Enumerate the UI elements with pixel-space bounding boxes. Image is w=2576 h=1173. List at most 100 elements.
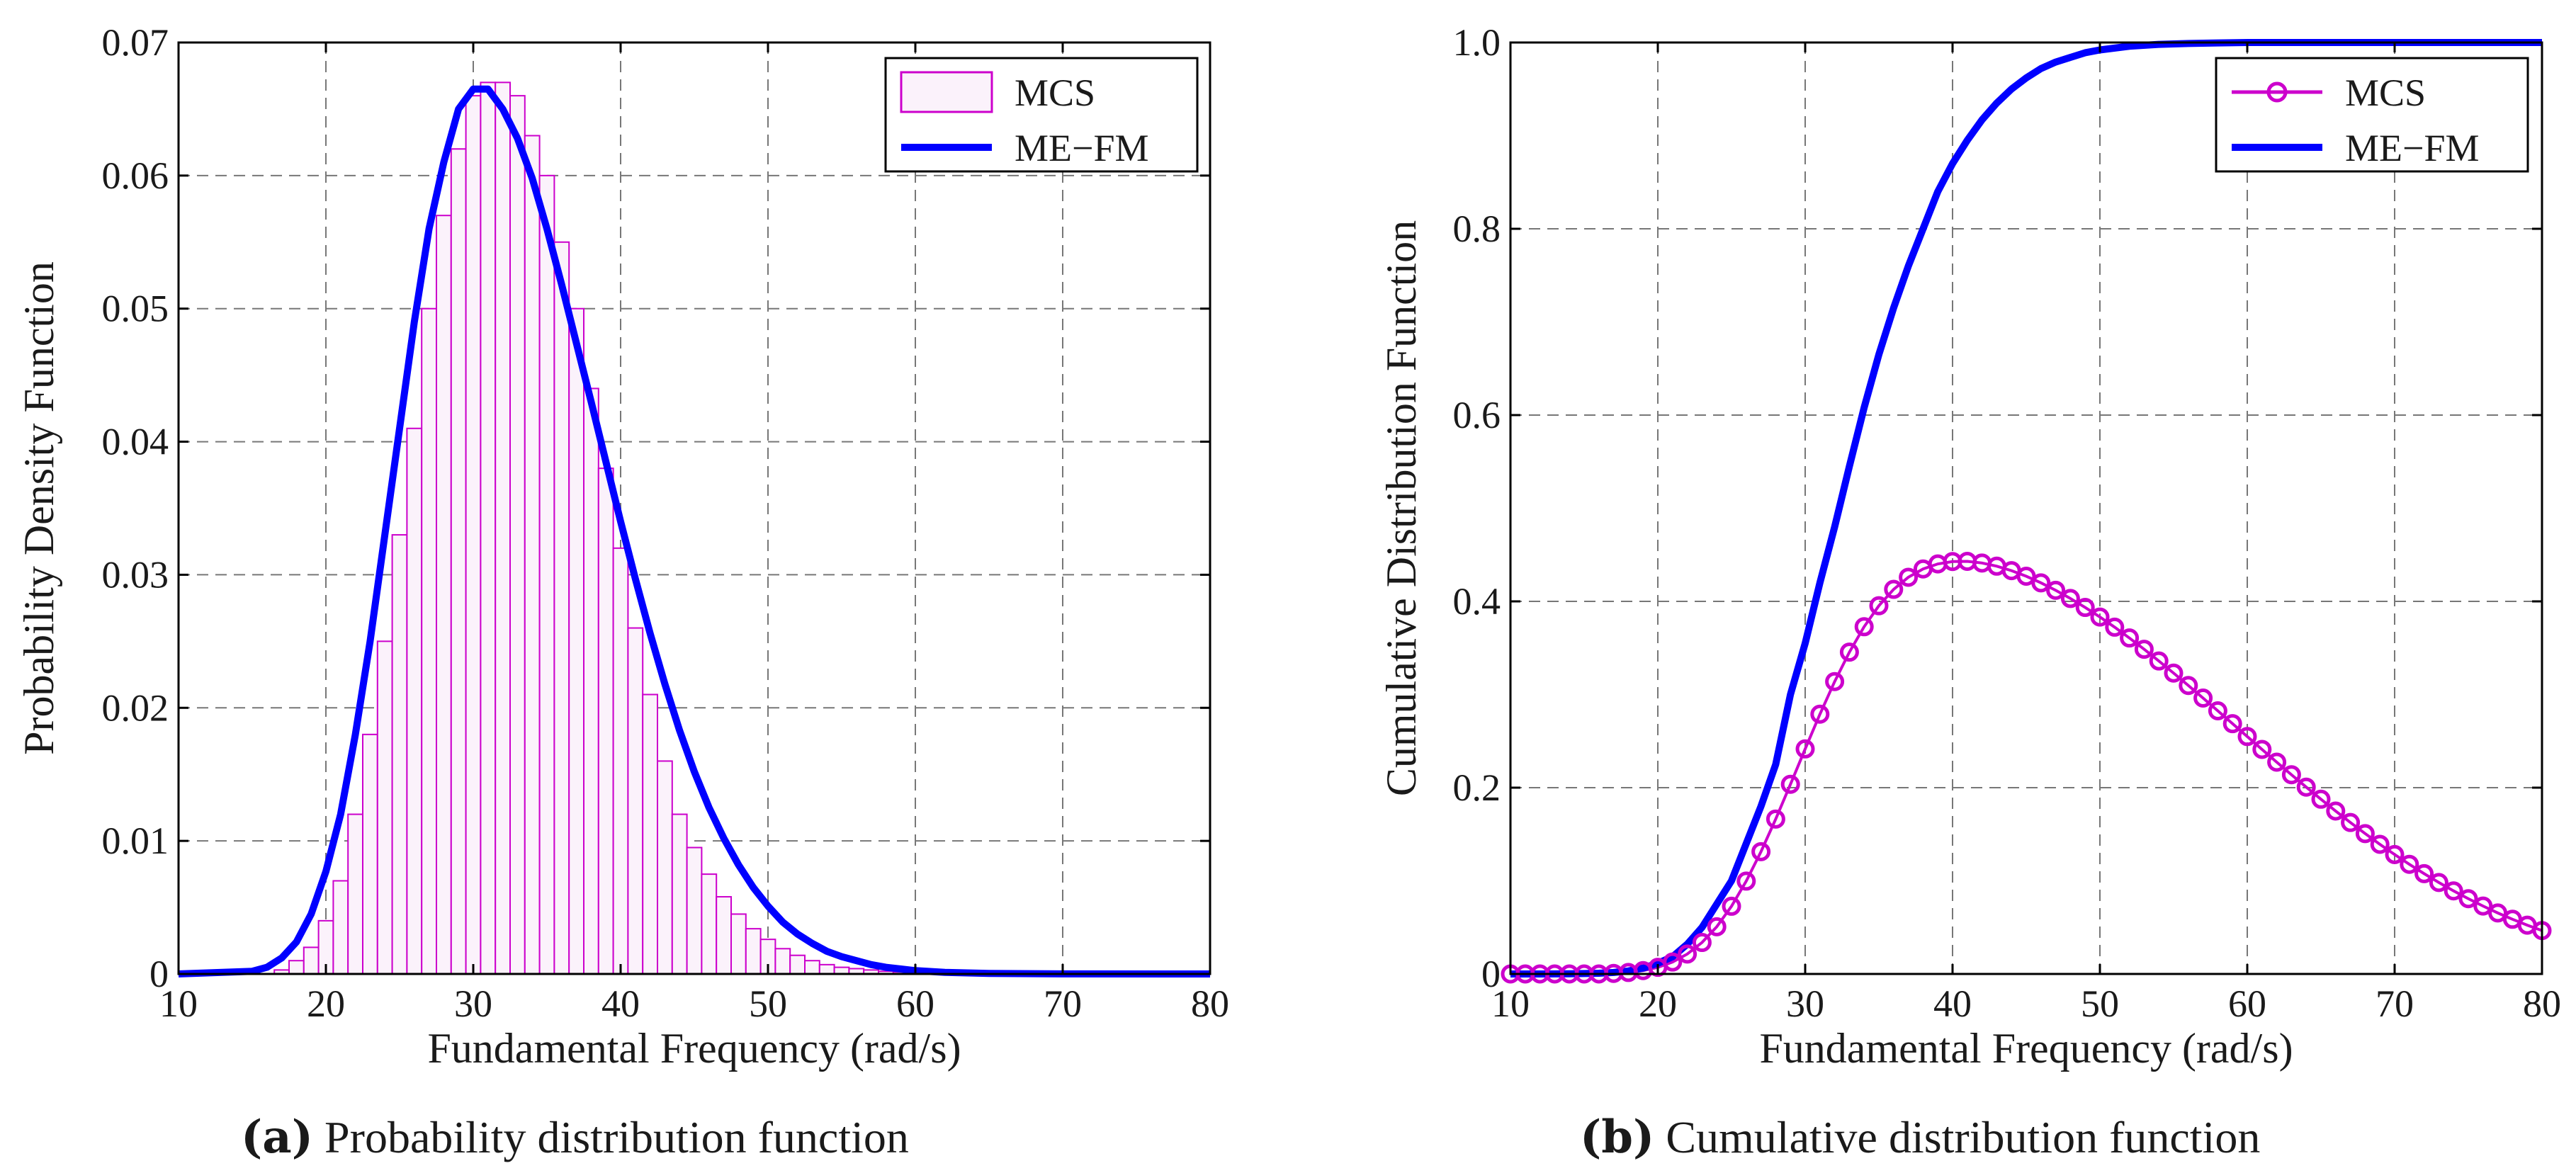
caption-a-text: Probability distribution function	[324, 1112, 909, 1162]
data-point	[2355, 824, 2375, 844]
histogram-bar	[818, 963, 835, 975]
histogram-bar	[627, 627, 644, 975]
data-point	[2193, 688, 2213, 708]
y-tick-label: 0.05	[102, 288, 169, 330]
data-point	[2473, 896, 2493, 916]
legend-box	[2215, 57, 2529, 173]
caption-a: (a) Probability distribution function	[241, 1111, 909, 1164]
histogram-bar	[303, 946, 320, 975]
legend-swatch-0	[900, 71, 993, 113]
histogram-bar	[789, 954, 806, 975]
data-point	[1839, 642, 1859, 662]
x-tick-label: 80	[1191, 982, 1229, 1025]
data-point	[2120, 628, 2140, 648]
histogram-bar	[524, 135, 541, 975]
histogram-bar	[745, 928, 762, 975]
x-tick-label: 10	[1491, 982, 1530, 1025]
x-tick-label: 70	[2376, 982, 2414, 1025]
data-point	[2311, 789, 2331, 809]
histogram-bar	[671, 813, 688, 975]
data-point	[1736, 871, 1756, 891]
x-tick-label: 30	[1786, 982, 1824, 1025]
y-tick-label: 0.07	[102, 21, 169, 64]
y-axis-label: Cumulative Distribution Function	[1378, 220, 1425, 796]
series-line-1	[1510, 39, 2542, 978]
data-point	[1884, 579, 1904, 599]
histogram-bar	[804, 960, 820, 975]
histogram-bar	[642, 693, 659, 975]
panel-cdf: 10 20 30 40 50 60 70 80 0 0.2 0.4 0.6 0.8 1.0 Fundamen…	[1288, 0, 2576, 1173]
x-tick-label: 40	[1933, 982, 1972, 1025]
caption-a-tag: (a)	[241, 1111, 314, 1164]
y-tick-label: 0.03	[102, 553, 169, 596]
histogram-bar	[406, 427, 423, 975]
histogram-bar	[332, 880, 349, 975]
histogram-bar	[376, 640, 393, 975]
x-tick-label: 70	[1044, 982, 1082, 1025]
data-point	[2237, 727, 2257, 747]
y-tick-label: 0.6	[1453, 394, 1501, 436]
data-point	[2296, 777, 2316, 797]
caption-b-text: Cumulative distribution function	[1666, 1112, 2261, 1162]
y-tick-label: 0.8	[1453, 208, 1501, 250]
x-axis-label: Fundamental Frequency (rad/s)	[1759, 1025, 2293, 1072]
histogram-bar	[597, 468, 614, 975]
x-tick-label: 20	[307, 982, 345, 1025]
legend-label-1: ME−FM	[2345, 127, 2480, 169]
data-point	[2164, 663, 2184, 683]
legend-label-0: MCS	[1015, 72, 1095, 114]
histogram-bar	[347, 813, 364, 975]
y-tick-label: 0	[1481, 953, 1501, 995]
data-point	[2031, 573, 2051, 593]
data-point	[2016, 566, 2036, 586]
histogram-bar	[362, 733, 378, 975]
data-point	[2090, 607, 2110, 627]
histogram-bar	[568, 307, 585, 975]
data-point	[2149, 651, 2169, 671]
y-tick-label: 0.2	[1453, 766, 1501, 809]
data-point	[2134, 640, 2154, 659]
y-tick-label: 0.02	[102, 686, 169, 729]
data-point	[1663, 952, 1683, 972]
data-point	[1795, 739, 1815, 759]
data-point	[2458, 889, 2478, 909]
histogram-bar	[686, 846, 703, 975]
plot-frame	[1509, 41, 2543, 975]
y-tick-label: 0.04	[102, 421, 169, 463]
data-point	[2341, 812, 2361, 832]
legend-label-1: ME−FM	[1015, 127, 1149, 169]
histogram-bar	[509, 95, 526, 975]
histogram-bar	[730, 913, 747, 975]
histogram-bar	[495, 81, 512, 975]
histogram-bar	[657, 760, 673, 975]
histogram-bar	[612, 547, 629, 975]
y-tick-label: 1.0	[1453, 21, 1501, 64]
data-point	[2326, 801, 2346, 821]
data-point	[1825, 672, 1845, 691]
data-point	[1678, 944, 1697, 964]
caption-b-tag: (b)	[1580, 1111, 1655, 1164]
data-point	[2267, 752, 2287, 772]
data-point	[1722, 896, 1741, 916]
x-tick-label: 60	[2228, 982, 2266, 1025]
series-line-0	[1510, 560, 2543, 975]
x-tick-label: 10	[159, 982, 198, 1025]
y-tick-label: 0.06	[102, 154, 169, 197]
data-point	[2208, 701, 2227, 721]
x-tick-label: 50	[2081, 982, 2119, 1025]
x-axis-label: Fundamental Frequency (rad/s)	[427, 1025, 961, 1072]
histogram-bar	[436, 215, 452, 975]
legend-label-0: MCS	[2345, 72, 2426, 114]
x-tick-label: 30	[454, 982, 492, 1025]
histogram-bar	[538, 174, 555, 975]
histogram-bar	[391, 534, 408, 975]
histogram-bar	[480, 81, 497, 975]
data-point	[2429, 873, 2448, 892]
data-point	[2060, 589, 2080, 608]
data-point	[2370, 834, 2390, 854]
data-point	[1780, 774, 1800, 794]
x-tick-label: 40	[601, 982, 640, 1025]
data-point	[1869, 596, 1889, 616]
data-point	[2281, 765, 2301, 785]
data-point	[2252, 740, 2272, 759]
